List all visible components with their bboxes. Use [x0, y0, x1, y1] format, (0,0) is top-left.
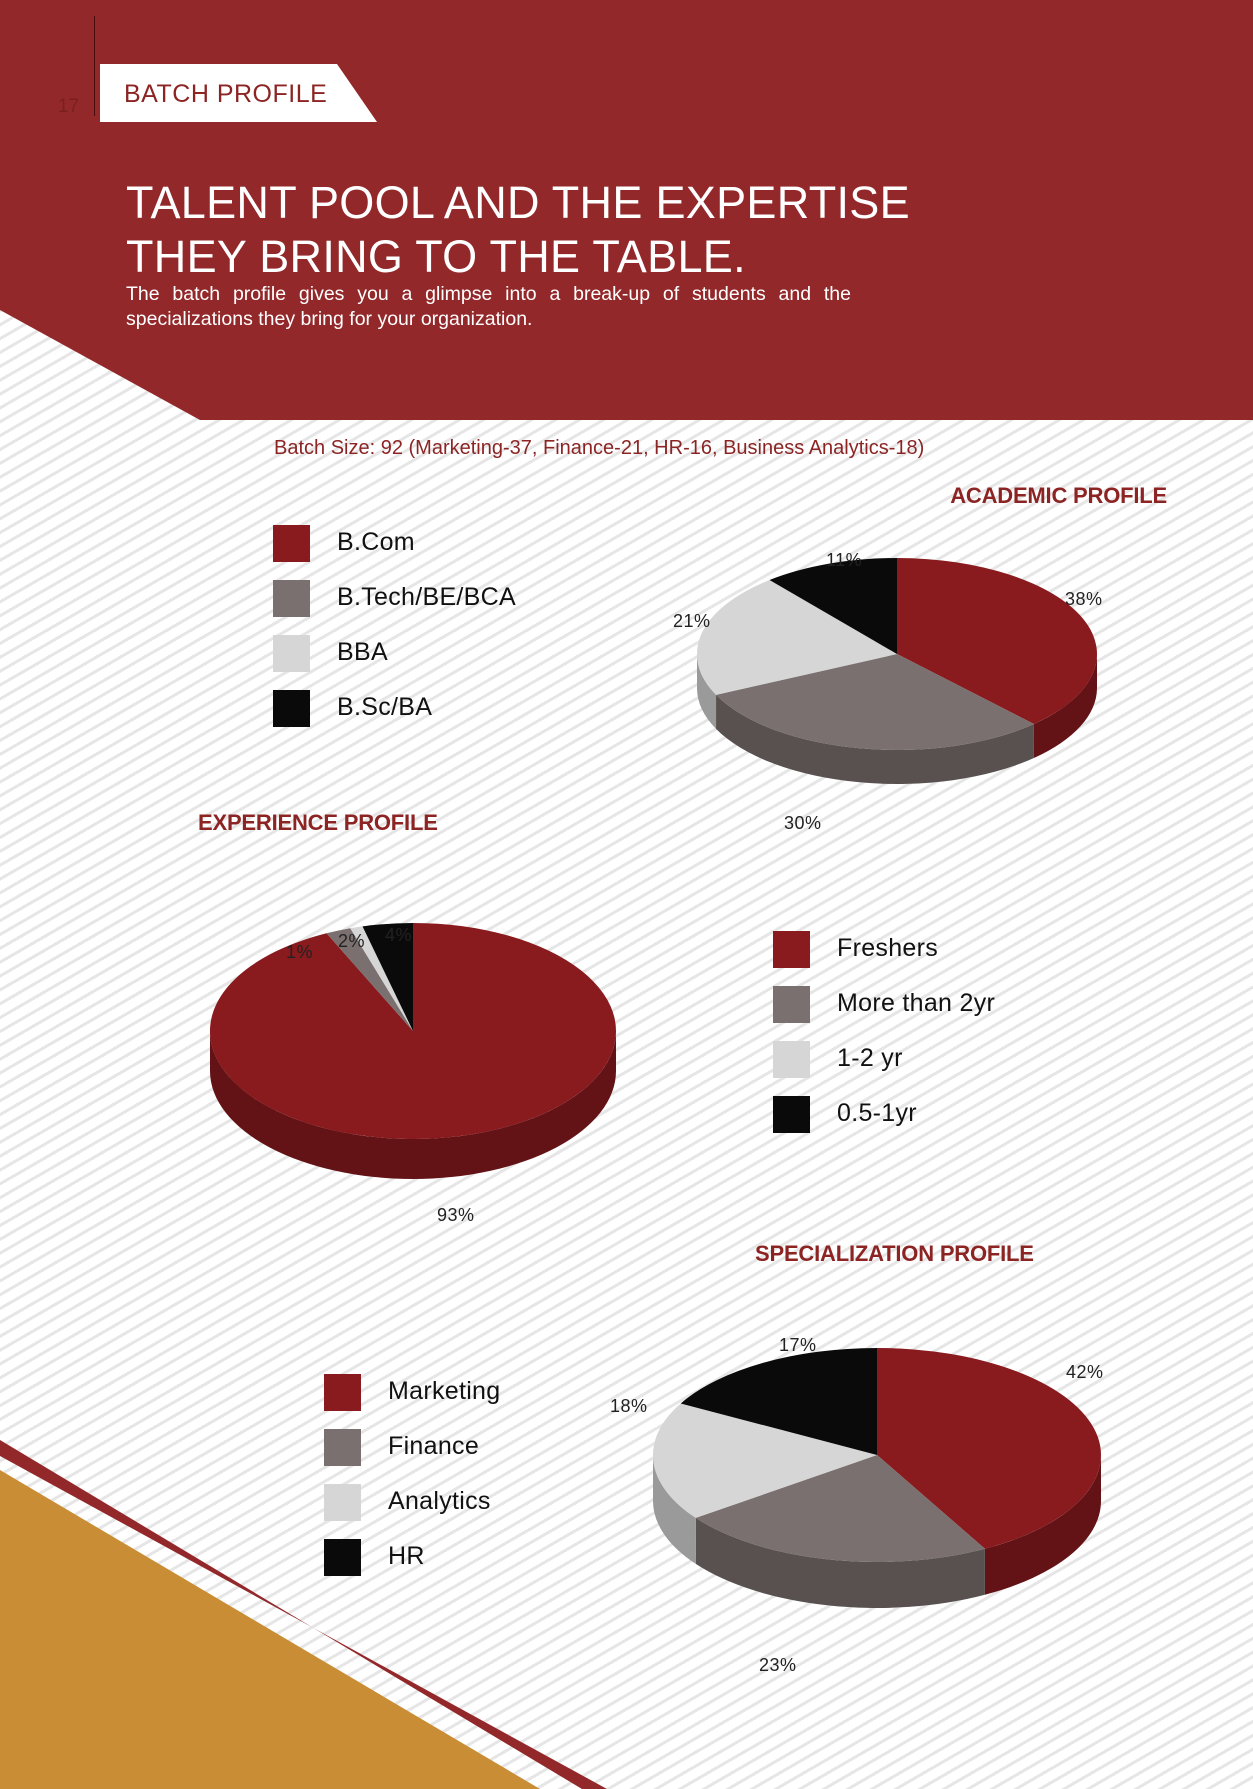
academic-label-btech: 30%: [784, 813, 822, 833]
pie-slice-analytics: [653, 1403, 877, 1518]
page-number-rule: [94, 16, 95, 116]
pie-slice-marketing: [877, 1348, 1101, 1549]
legend-label: BBA: [337, 638, 388, 666]
legend-label: Finance: [388, 1432, 480, 1460]
pie-slice-0-5-1yr: [362, 923, 413, 1031]
intro-paragraph: The batch profile gives you a glimpse in…: [126, 283, 851, 330]
page-headline: TALENT POOL AND THE EXPERTISE THEY BRING…: [126, 176, 910, 284]
legend-label: Analytics: [388, 1487, 491, 1515]
specialization-label-finance: 23%: [759, 1655, 797, 1675]
pie-side-b-com: [1033, 654, 1097, 758]
section-tab-label: BATCH PROFILE: [124, 80, 328, 108]
pie-slice-freshers: [209, 923, 617, 1139]
pie-side-bba: [697, 654, 717, 729]
legend-swatch: [773, 1041, 810, 1078]
legend-swatch: [273, 580, 310, 617]
pie-slice-hr: [680, 1348, 877, 1455]
academic-pie-chart: [697, 558, 1097, 784]
pie-slice-finance: [695, 1455, 985, 1562]
legend-label: B.Sc/BA: [337, 693, 433, 721]
pie-slice-b-tech-be-bca: [716, 654, 1034, 750]
legend-swatch: [324, 1374, 361, 1411]
experience-label-more-than-2yr: 2%: [338, 931, 366, 951]
academic-profile-title: ACADEMIC PROFILE: [950, 483, 1167, 508]
legend-swatch: [273, 690, 310, 727]
legend-swatch: [273, 635, 310, 672]
legend-swatch: [773, 931, 810, 968]
legend-label: B.Tech/BE/BCA: [337, 583, 516, 611]
legend-swatch: [273, 525, 310, 562]
experience-label-0-5-1yr: 4%: [385, 925, 413, 945]
experience-label-1-2yr: 1%: [286, 942, 314, 962]
pie-slice-bba: [697, 580, 897, 695]
legend-label: 1-2 yr: [837, 1044, 903, 1072]
academic-label-bsc: 11%: [826, 550, 863, 570]
experience-pie-chart: [209, 923, 617, 1179]
legend-swatch: [324, 1484, 361, 1521]
specialization-label-analytics: 18%: [610, 1396, 648, 1416]
pie-side-analytics: [653, 1455, 696, 1564]
legend-swatch: [773, 986, 810, 1023]
academic-label-bba: 21%: [673, 611, 711, 631]
batch-size-text: Batch Size: 92 (Marketing-37, Finance-21…: [274, 437, 925, 459]
headline-line-1: TALENT POOL AND THE EXPERTISE: [126, 177, 910, 228]
legend-swatch: [324, 1539, 361, 1576]
specialization-label-hr: 17%: [779, 1335, 817, 1355]
page-number: 17: [58, 96, 80, 117]
pie-slice-b-sc-ba: [769, 558, 897, 654]
academic-label-bcom: 38%: [1065, 589, 1103, 609]
legend-label: B.Com: [337, 528, 415, 556]
legend-label: More than 2yr: [837, 989, 996, 1017]
legend-label: HR: [388, 1542, 425, 1570]
experience-profile-title: EXPERIENCE PROFILE: [198, 810, 438, 835]
pie-side-marketing: [984, 1455, 1101, 1595]
legend-swatch: [773, 1096, 810, 1133]
tab-shape: [100, 64, 377, 122]
legend-label: Freshers: [837, 934, 939, 962]
specialization-pie-chart: [653, 1348, 1101, 1608]
specialization-profile-title: SPECIALIZATION PROFILE: [755, 1241, 1034, 1266]
pie-side-b-tech-be-bca: [716, 694, 1034, 784]
experience-label-freshers: 93%: [437, 1205, 475, 1225]
legend-label: 0.5-1yr: [837, 1099, 917, 1127]
gold-corner: [0, 1470, 540, 1789]
specialization-label-marketing: 42%: [1066, 1362, 1104, 1382]
pie-slice-more-than-2yr: [326, 928, 413, 1031]
pie-slice-1-2-yr: [350, 926, 413, 1031]
legend-label: Marketing: [388, 1377, 501, 1405]
pie-side-finance: [695, 1517, 985, 1608]
legend-swatch: [324, 1429, 361, 1466]
headline-line-2: THEY BRING TO THE TABLE.: [126, 231, 746, 282]
pie-slice-b-com: [897, 558, 1097, 724]
pie-side-freshers: [210, 1031, 616, 1179]
